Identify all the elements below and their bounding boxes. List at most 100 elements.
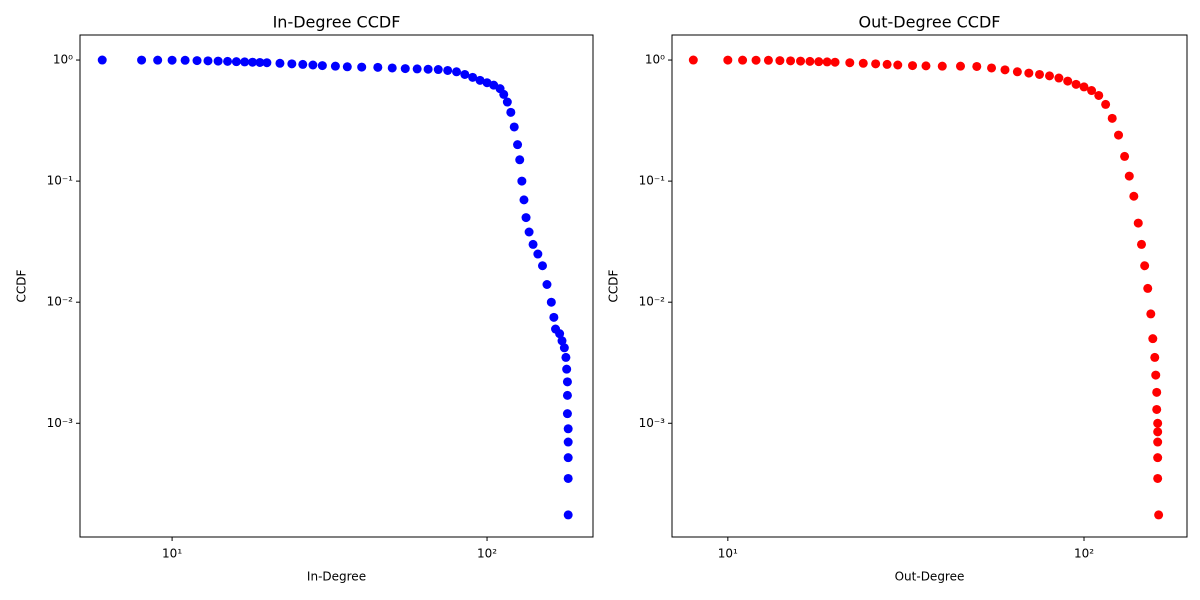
point <box>1153 473 1163 483</box>
point <box>561 352 571 362</box>
point <box>562 409 572 419</box>
point <box>330 61 340 71</box>
y-axis-label: CCDF <box>15 269 29 302</box>
point <box>533 249 543 259</box>
point <box>519 195 529 205</box>
point <box>822 57 832 67</box>
point <box>167 55 177 65</box>
point <box>262 58 272 68</box>
point <box>882 59 892 69</box>
point <box>1136 239 1146 249</box>
point <box>373 62 383 72</box>
point <box>515 155 525 165</box>
point <box>563 473 573 483</box>
point <box>1150 352 1160 362</box>
point <box>521 213 531 223</box>
point <box>562 364 572 374</box>
point <box>412 64 422 74</box>
point <box>1153 453 1163 463</box>
y-tick-label: 10⁻³ <box>639 416 666 430</box>
point <box>557 336 567 346</box>
y-tick-label: 10⁻¹ <box>47 174 74 188</box>
point <box>153 55 163 65</box>
y-tick-label: 10⁻² <box>639 295 666 309</box>
point <box>475 75 485 85</box>
point <box>468 72 478 82</box>
point <box>763 55 773 65</box>
point <box>563 437 573 447</box>
point <box>1101 99 1111 109</box>
point <box>751 55 761 65</box>
point <box>563 510 573 520</box>
y-axis-label: CCDF <box>607 269 621 302</box>
point <box>1063 76 1073 86</box>
point <box>1035 69 1045 79</box>
point <box>443 65 453 75</box>
point <box>1124 171 1134 181</box>
x-tick-label: 10² <box>1074 547 1094 561</box>
point <box>858 58 868 68</box>
point <box>97 55 107 65</box>
point <box>1024 68 1034 78</box>
point <box>972 61 982 71</box>
point <box>1079 82 1089 92</box>
point <box>180 55 190 65</box>
point <box>240 57 250 67</box>
point <box>275 58 285 68</box>
point <box>400 64 410 74</box>
point <box>555 329 565 339</box>
point <box>1071 79 1081 89</box>
point <box>1120 151 1130 161</box>
point <box>192 56 202 66</box>
point <box>213 56 223 66</box>
point <box>955 61 965 71</box>
x-axis-label: Out-Degree <box>895 570 965 584</box>
point <box>1154 510 1164 520</box>
point <box>513 140 523 150</box>
point <box>921 61 931 71</box>
point <box>317 61 327 71</box>
y-tick-label: 10⁻¹ <box>639 174 666 188</box>
point <box>723 55 733 65</box>
point <box>562 377 572 387</box>
point <box>1152 387 1162 397</box>
axes-frame <box>671 34 1188 538</box>
axes-frame <box>79 34 594 538</box>
y-tick-label: 10⁰ <box>53 53 73 67</box>
point <box>1012 67 1022 77</box>
point <box>298 59 308 69</box>
point <box>460 69 470 79</box>
point <box>987 63 997 73</box>
point <box>231 57 241 67</box>
point <box>1146 309 1156 319</box>
x-axis-label: In-Degree <box>307 570 366 584</box>
point <box>937 61 947 71</box>
point <box>357 62 367 72</box>
point <box>563 453 573 463</box>
point <box>562 390 572 400</box>
point <box>308 60 318 70</box>
point <box>509 122 519 132</box>
point <box>528 239 538 249</box>
point <box>1107 113 1117 123</box>
point <box>814 57 824 67</box>
point <box>499 89 509 99</box>
point <box>137 55 147 65</box>
point <box>688 55 698 65</box>
point <box>1143 283 1153 293</box>
point <box>1094 90 1104 100</box>
point <box>1153 437 1163 447</box>
point <box>537 261 547 271</box>
point <box>1153 427 1163 437</box>
y-tick-label: 10⁻² <box>47 295 74 309</box>
point <box>287 59 297 69</box>
chart-title: In-Degree CCDF <box>273 13 401 32</box>
point <box>738 55 748 65</box>
y-tick-label: 10⁰ <box>645 53 665 67</box>
point <box>452 67 462 77</box>
point <box>506 107 516 117</box>
point <box>1000 65 1010 75</box>
point <box>775 56 785 66</box>
chart-title: Out-Degree CCDF <box>859 13 1001 32</box>
